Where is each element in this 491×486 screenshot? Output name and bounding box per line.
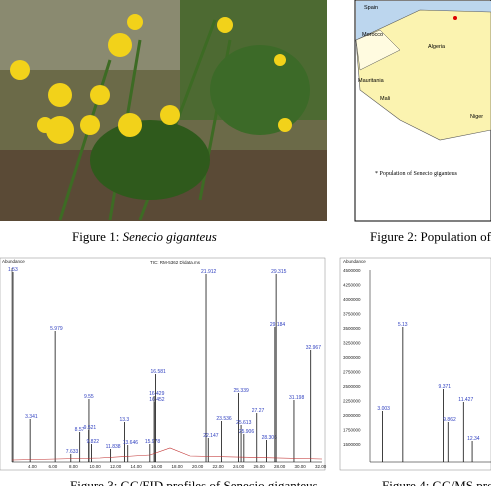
peak-label: 9.521: [84, 425, 97, 431]
peak-label: 15.978: [145, 439, 161, 445]
peak-label: 25.613: [236, 420, 252, 426]
chromatogram-header: TIC: RM-5362 D\data.ms: [150, 260, 201, 265]
peak-label: 31.198: [289, 395, 305, 401]
peak-label: 7.633: [66, 449, 79, 455]
caption-text: Senecio giganteus: [123, 229, 217, 244]
x-tick-label: 14.00: [131, 464, 143, 469]
map-label: Niger: [470, 114, 483, 120]
peak-label: 12.34: [467, 436, 480, 442]
x-tick-label: 4.00: [28, 464, 37, 469]
peak-label: 21.912: [201, 269, 217, 275]
x-tick-label: 8.00: [69, 464, 78, 469]
peak-label: 5.13: [398, 322, 408, 328]
x-tick-label: 18.00: [172, 464, 184, 469]
peak-label: 13.646: [123, 440, 139, 446]
photo: [0, 0, 327, 221]
caption: Figure 3: GC/FID profiles of Senecio gig…: [70, 478, 318, 486]
peak-label: 11.427: [458, 397, 473, 403]
map-label: Algeria: [428, 44, 446, 50]
peak-label: 29.315: [271, 269, 287, 275]
y-tick-label: 4000000: [343, 297, 361, 302]
peak-label: 16.452: [149, 397, 165, 403]
peak-label: 9.371: [439, 384, 452, 390]
peak-label: 28.306: [262, 435, 278, 441]
peak-label: 11.838: [106, 444, 121, 450]
y-tick-label: 3250000: [343, 341, 361, 346]
y-tick-label: 4500000: [343, 268, 361, 273]
x-tick-label: 26.00: [254, 464, 266, 469]
peak-label: 29.184: [270, 322, 286, 328]
peak-label: 9.862: [443, 417, 456, 423]
caption: Figure 4: GC/MS profiles of Senecio giga…: [382, 478, 491, 486]
peak-label: 16.429: [149, 391, 165, 397]
peak-label: 22.147: [203, 433, 219, 439]
x-tick-label: 20.00: [192, 464, 204, 469]
y-tick-label: 3000000: [343, 355, 361, 360]
x-tick-label: 28.00: [274, 464, 286, 469]
y-tick-label: 1500000: [343, 442, 361, 447]
x-tick-label: 24.00: [233, 464, 245, 469]
y-tick-label: 1750000: [343, 428, 361, 433]
y-tick-label: 4250000: [343, 283, 361, 288]
y-tick-label: 2000000: [343, 413, 361, 418]
map-legend: * Population of Senecio giganteus: [375, 170, 458, 177]
peak-label: 9.55: [84, 394, 94, 400]
peak-label: 23.536: [216, 416, 232, 422]
peak-label: 25.339: [233, 388, 249, 394]
x-tick-label: 16.00: [151, 464, 163, 469]
x-tick-label: 22.00: [213, 464, 225, 469]
chromatogram-frame: [339, 257, 491, 471]
map-label: Spain: [364, 5, 378, 11]
caption: Figure 1: Senecio giganteus: [72, 229, 217, 244]
x-tick-label: 10.00: [90, 464, 102, 469]
peak-label: 9.822: [87, 439, 100, 445]
y-tick-label: 2500000: [343, 384, 361, 389]
axis-title: Abundance: [343, 259, 366, 264]
baseline-noise: [11, 447, 323, 461]
map-label: Mali: [380, 96, 390, 102]
map-label: Mauritania: [358, 78, 385, 84]
map-label: Morocco: [362, 32, 383, 38]
y-tick-label: 3500000: [343, 326, 361, 331]
x-tick-label: 30.00: [295, 464, 307, 469]
map: [354, 0, 491, 222]
peak-label: 3.003: [377, 406, 390, 412]
y-tick-label: 2250000: [343, 399, 361, 404]
x-tick-label: 6.00: [49, 464, 58, 469]
y-tick-label: 3750000: [343, 312, 361, 317]
chromatogram-frame: [0, 257, 326, 471]
peak-label: 3.341: [25, 414, 38, 420]
x-tick-label: 32.00: [315, 464, 327, 469]
peak-label: 32.967: [306, 345, 322, 351]
caption-text: Figure 1:: [72, 229, 123, 244]
peak-label: 25.906: [239, 429, 255, 435]
peak-label: 16.581: [151, 369, 167, 375]
axis-title: Abundance: [2, 259, 25, 264]
y-tick-label: 2750000: [343, 370, 361, 375]
x-tick-label: 12.00: [110, 464, 122, 469]
peak-label: 1.53: [8, 267, 18, 273]
caption: Figure 2: Population of Senecio giganteu…: [370, 229, 491, 244]
peak-label: 13.3: [119, 417, 129, 423]
peak-label: 8.57: [75, 427, 85, 433]
peak-label: 27.27: [252, 408, 265, 414]
peak-label: 5.979: [50, 326, 63, 332]
